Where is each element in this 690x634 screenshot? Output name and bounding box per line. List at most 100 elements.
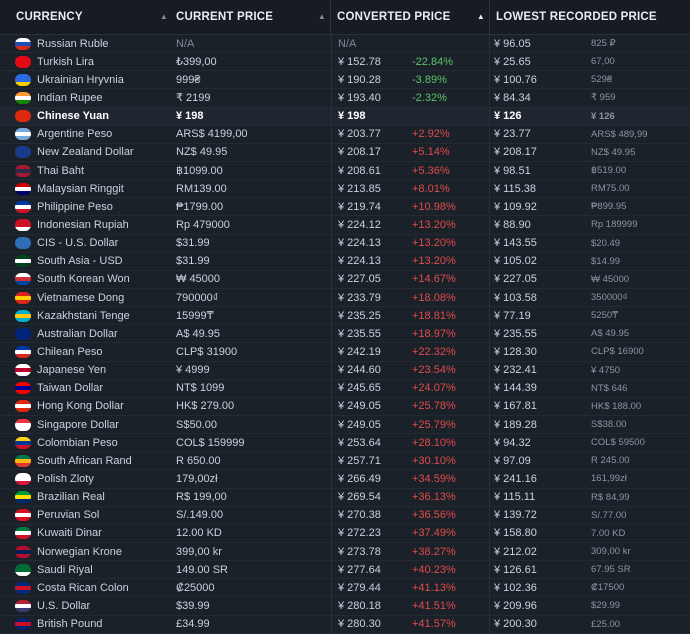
table-row[interactable]: Ukrainian Hryvnia 999₴ ¥ 190.28 -3.89% ¥ 100… xyxy=(0,71,690,90)
table-row[interactable]: Argentine Peso ARS$ 4199,00 ¥ 203.77 +2.92%… xyxy=(0,125,690,144)
table-row[interactable]: British Pound £34.99 ¥ 280.30 +41.57% ¥ 200.… xyxy=(0,615,690,634)
flag-cell xyxy=(0,55,36,68)
table-row[interactable]: Chilean Peso CLP$ 31900 ¥ 242.19 +22.32% ¥ 1… xyxy=(0,343,690,362)
lowest-local-price: ¥ 4750 xyxy=(591,364,621,376)
table-row[interactable]: Kuwaiti Dinar 12.00 KD ¥ 272.23 +37.49% ¥ 15… xyxy=(0,524,690,543)
table-row[interactable]: U.S. Dollar $39.99 ¥ 280.18 +41.51% ¥ 209.96… xyxy=(0,597,690,616)
table-row[interactable]: Chinese Yuan ¥ 198 ¥ 198 ¥ 126 ¥ 126 xyxy=(0,107,690,126)
lowest-converted-price: ¥ 189.28 xyxy=(494,418,537,431)
table-row[interactable]: Japanese Yen ¥ 4999 ¥ 244.60 +23.54% ¥ 232.4… xyxy=(0,361,690,380)
table-row[interactable]: Kazakhstani Tenge 15999₸ ¥ 235.25 +18.81% ¥ … xyxy=(0,307,690,326)
currency-name: Malaysian Ringgit xyxy=(37,182,124,195)
lowest-local-price: 529₴ xyxy=(591,74,613,86)
price-difference-percent: +22.32% xyxy=(408,343,490,361)
lowest-converted-price: ¥ 212.02 xyxy=(494,545,537,558)
converted-price-column-header[interactable]: CONVERTED PRICE ▲ xyxy=(331,0,490,34)
price-difference-percent: +36.13% xyxy=(408,488,490,506)
table-row[interactable]: Turkish Lira ₺399,00 ¥ 152.78 -22.84% ¥ 25.6… xyxy=(0,53,690,72)
converted-price: ¥ 249.05 xyxy=(331,397,408,415)
table-row[interactable]: Hong Kong Dollar HK$ 279.00 ¥ 249.05 +25.78… xyxy=(0,397,690,416)
country-flag-icon xyxy=(15,327,31,340)
price-difference-percent: +30.10% xyxy=(408,452,490,470)
country-flag-icon xyxy=(15,364,31,377)
table-row[interactable]: Thai Baht ฿1099.00 ¥ 208.61 +5.36% ¥ 98.51 ฿5… xyxy=(0,161,690,181)
table-row[interactable]: New Zealand Dollar NZ$ 49.95 ¥ 208.17 +5.14… xyxy=(0,143,690,162)
converted-price: ¥ 198 xyxy=(331,107,408,125)
converted-price: ¥ 277.64 xyxy=(331,561,408,579)
current-price: 12.00 KD xyxy=(176,527,222,540)
table-row[interactable]: Russian Ruble N/A N/A ¥ 96.05 825 ₽ xyxy=(0,35,690,54)
flag-cell xyxy=(0,91,36,104)
currency-column-header[interactable]: CURRENCY ▲ xyxy=(0,0,170,34)
current-price: ₹ 2199 xyxy=(176,92,211,105)
lowest-converted-price: ¥ 100.76 xyxy=(494,73,537,86)
table-row[interactable]: Singapore Dollar S$50.00 ¥ 249.05 +25.79% ¥ … xyxy=(0,415,690,435)
flag-cell xyxy=(0,491,36,504)
table-row[interactable]: CIS - U.S. Dollar $31.99 ¥ 224.13 +13.20% ¥ … xyxy=(0,234,690,253)
table-row[interactable]: South African Rand R 650.00 ¥ 257.71 +30.10… xyxy=(0,452,690,471)
flag-cell xyxy=(0,200,36,213)
lowest-local-price: ₱899.95 xyxy=(591,201,627,213)
flag-cell xyxy=(0,345,36,358)
lowest-converted-price: ¥ 139.72 xyxy=(494,509,537,522)
price-difference-percent: +10.98% xyxy=(408,198,490,216)
country-flag-icon xyxy=(15,618,31,631)
table-row[interactable]: South Asia - USD $31.99 ¥ 224.13 +13.20% ¥ 1… xyxy=(0,252,690,271)
table-row[interactable]: Taiwan Dollar NT$ 1099 ¥ 245.65 +24.07% ¥ 14… xyxy=(0,379,690,398)
price-difference-percent: +37.49% xyxy=(408,524,490,542)
converted-price: ¥ 208.17 xyxy=(331,143,408,161)
table-row[interactable]: Malaysian Ringgit RM139.00 ¥ 213.85 +8.01% ¥… xyxy=(0,180,690,199)
country-flag-icon xyxy=(15,37,31,50)
current-price: NZ$ 49.95 xyxy=(176,146,228,159)
country-flag-icon xyxy=(15,509,31,522)
lowest-converted-price: ¥ 126.61 xyxy=(494,563,537,576)
current-price: ₩ 45000 xyxy=(176,273,221,286)
table-row[interactable]: Polish Zloty 179,00zł ¥ 266.49 +34.59% ¥ 241… xyxy=(0,470,690,489)
country-flag-icon xyxy=(15,200,31,213)
country-flag-icon xyxy=(15,55,31,68)
current-price: NT$ 1099 xyxy=(176,382,225,395)
table-row[interactable]: Costa Rican Colon ₡25000 ¥ 279.44 +41.13% ¥ … xyxy=(0,579,690,598)
table-row[interactable]: South Korean Won ₩ 45000 ¥ 227.05 +14.67% ¥ … xyxy=(0,270,690,289)
table-row[interactable]: Philippine Peso ₱1799.00 ¥ 219.74 +10.98% ¥ … xyxy=(0,198,690,217)
current-price: Rp 479000 xyxy=(176,218,230,231)
country-flag-icon xyxy=(15,255,31,268)
table-row[interactable]: Indian Rupee ₹ 2199 ¥ 193.40 -2.32% ¥ 84.34 ₹… xyxy=(0,89,690,108)
current-price: 179,00zł xyxy=(176,472,218,485)
sort-icon[interactable]: ▲ xyxy=(159,12,168,21)
currency-name: Thai Baht xyxy=(37,164,85,177)
currency-name: Peruvian Sol xyxy=(37,509,100,522)
table-row[interactable]: Australian Dollar A$ 49.95 ¥ 235.55 +18.97%… xyxy=(0,325,690,344)
converted-price: ¥ 253.64 xyxy=(331,434,408,452)
converted-price: ¥ 273.78 xyxy=(331,542,408,561)
current-price: ¥ 4999 xyxy=(176,364,210,377)
table-row[interactable]: Peruvian Sol S/.149.00 ¥ 270.38 +36.56% ¥ 13… xyxy=(0,506,690,525)
table-row[interactable]: Brazilian Real R$ 199,00 ¥ 269.54 +36.13% ¥ … xyxy=(0,488,690,507)
currency-name: Kazakhstani Tenge xyxy=(37,309,130,322)
lowest-local-price: $14.99 xyxy=(591,255,621,267)
table-row[interactable]: Vietnamese Dong 790000₫ ¥ 233.79 +18.08% ¥ 1… xyxy=(0,288,690,308)
country-flag-icon xyxy=(15,273,31,286)
price-difference-percent: +5.36% xyxy=(408,161,490,180)
sort-ascending-icon[interactable]: ▲ xyxy=(476,12,485,21)
sort-icon[interactable]: ▲ xyxy=(317,12,326,21)
lowest-recorded-price-column-header[interactable]: LOWEST RECORDED PRICE xyxy=(490,0,690,34)
lowest-local-price: HK$ 188.00 xyxy=(591,400,642,412)
currency-name: Argentine Peso xyxy=(37,128,113,141)
table-row[interactable]: Colombian Peso COL$ 159999 ¥ 253.64 +28.10%… xyxy=(0,434,690,453)
table-row[interactable]: Saudi Riyal 149.00 SR ¥ 277.64 +40.23% ¥ 126… xyxy=(0,561,690,580)
lowest-local-price: R 245.00 xyxy=(591,455,630,467)
lowest-converted-price: ¥ 115.38 xyxy=(494,182,537,195)
table-row[interactable]: Norwegian Krone 399,00 kr ¥ 273.78 +38.27% ¥… xyxy=(0,542,690,562)
lowest-local-price: ₹ 959 xyxy=(591,92,616,104)
country-flag-icon xyxy=(15,599,31,612)
country-flag-icon xyxy=(15,527,31,540)
price-difference-percent: +2.92% xyxy=(408,125,490,143)
country-flag-icon xyxy=(15,382,31,395)
currency-name: U.S. Dollar xyxy=(37,599,91,612)
current-price-column-header[interactable]: CURRENT PRICE ▲ xyxy=(170,0,331,34)
lowest-converted-price: ¥ 208.17 xyxy=(494,146,537,159)
converted-price: ¥ 242.19 xyxy=(331,343,408,361)
flag-cell xyxy=(0,237,36,250)
table-row[interactable]: Indonesian Rupiah Rp 479000 ¥ 224.12 +13.20… xyxy=(0,216,690,235)
